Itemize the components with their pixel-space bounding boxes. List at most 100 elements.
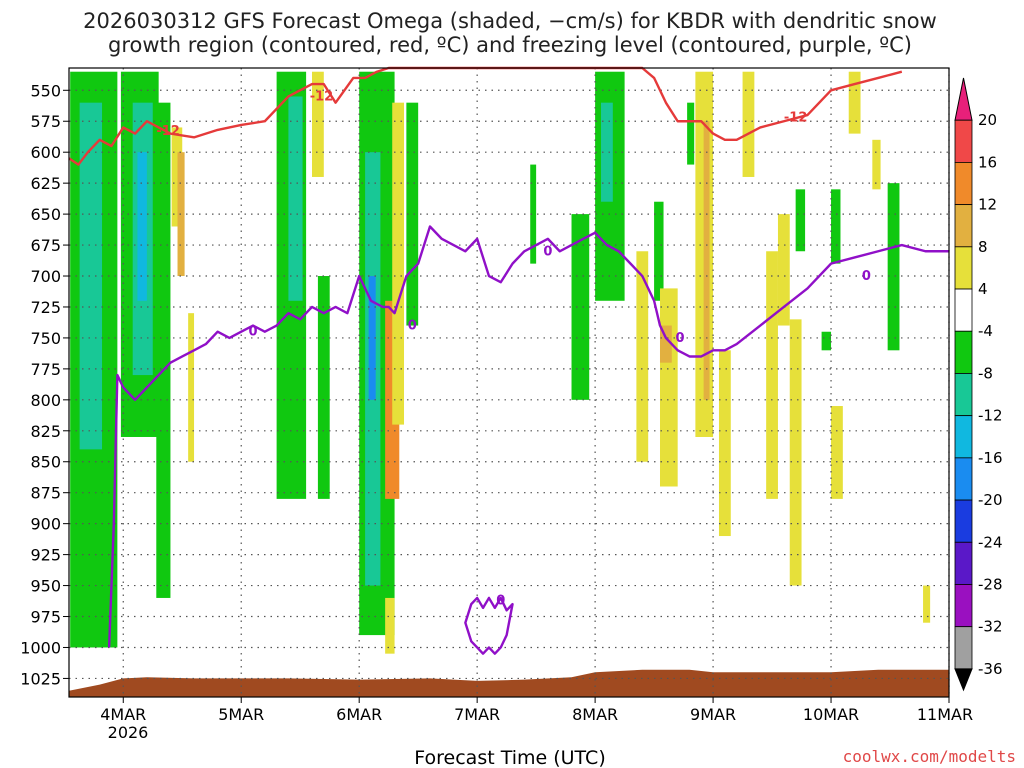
y-tick-label-16: 950 xyxy=(30,577,61,596)
colorbar-swatch-13 xyxy=(954,626,973,670)
colorbar-swatch-1 xyxy=(954,119,973,163)
omega-cell-40 xyxy=(848,71,861,134)
colorbar-label-13: -36 xyxy=(978,660,1003,678)
x-year-label: 2026 xyxy=(108,723,149,742)
colorbar-swatch-12 xyxy=(954,584,973,628)
omega-cell-31 xyxy=(718,350,731,537)
omega-cell-10 xyxy=(288,96,303,301)
contour-label-5: 0 xyxy=(543,244,552,259)
omega-cell-41 xyxy=(872,139,881,190)
omega-cell-6 xyxy=(171,127,183,227)
colorbar-swatch-4 xyxy=(954,246,973,290)
gridlines xyxy=(69,68,950,697)
omega-cell-26 xyxy=(659,288,678,487)
omega-cell-8 xyxy=(188,313,195,462)
contour-label-6: 0 xyxy=(676,331,685,346)
colorbar-label-6: -8 xyxy=(978,364,993,382)
colorbar-label-9: -20 xyxy=(978,491,1003,509)
y-tick-label-3: 625 xyxy=(30,174,61,193)
y-tick-label-13: 875 xyxy=(30,484,61,503)
omega-cell-20 xyxy=(530,164,537,264)
colorbar-label-5: -4 xyxy=(978,322,993,340)
colorbar-swatch-6 xyxy=(954,330,973,374)
colorbar-label-4: 4 xyxy=(978,280,988,298)
y-tick-label-5: 675 xyxy=(30,236,61,255)
colorbar-label-10: -24 xyxy=(978,533,1003,551)
omega-cell-36 xyxy=(795,189,806,252)
y-tick-label-17: 975 xyxy=(30,608,61,627)
omega-cell-19 xyxy=(406,102,419,326)
freezing-level-closed-contour xyxy=(464,596,514,655)
omega-cell-23 xyxy=(601,102,613,202)
omega-cell-42 xyxy=(887,183,900,351)
colorbar-swatch-3 xyxy=(954,204,973,248)
omega-cell-37 xyxy=(821,331,832,351)
colorbar-swatch-7 xyxy=(954,373,973,417)
omega-cell-12 xyxy=(317,276,330,499)
y-tick-label-0: 550 xyxy=(30,81,61,100)
omega-cell-32 xyxy=(742,71,755,177)
colorbar-swatch-8 xyxy=(954,415,973,459)
colorbar-label-0: 20 xyxy=(978,111,997,129)
contour-label-3: 0 xyxy=(248,325,257,340)
y-tick-label-14: 900 xyxy=(30,515,61,534)
omega-cell-43 xyxy=(923,585,931,623)
y-tick-label-1: 575 xyxy=(30,112,61,131)
contour-label-2: -12 xyxy=(784,111,808,126)
contours xyxy=(68,66,949,655)
contour-labels: -12 -12 -12 0 0 0 0 0 0 xyxy=(156,89,871,608)
chart-title-line-2: growth region (contoured, red, ºC) and f… xyxy=(108,33,912,57)
colorbar-label-1: 16 xyxy=(978,153,997,171)
colorbar-label-7: -12 xyxy=(978,407,1003,425)
terrain-fill xyxy=(69,669,949,697)
contour-label-8: 0 xyxy=(496,593,505,608)
contour-label-1: -12 xyxy=(310,89,334,104)
omega-cell-4 xyxy=(137,152,147,301)
x-tick-label-5: 9MAR xyxy=(690,705,736,724)
y-tick-label-19: 1025 xyxy=(20,669,61,688)
colorbar-label-8: -16 xyxy=(978,449,1003,467)
omega-cell-5 xyxy=(156,102,171,598)
y-tick-label-7: 725 xyxy=(30,298,61,317)
omega-cell-1 xyxy=(79,102,103,450)
omega-cell-7 xyxy=(177,152,185,277)
omega-shading xyxy=(70,71,931,654)
colorbar-label-3: 8 xyxy=(978,238,988,256)
y-tick-label-9: 775 xyxy=(30,360,61,379)
omega-cell-11 xyxy=(312,71,324,177)
contour-label-0: -12 xyxy=(156,124,180,139)
y-tick-label-15: 925 xyxy=(30,546,61,565)
colorbar-top-arrow xyxy=(954,77,973,121)
contour-label-7: 0 xyxy=(862,269,871,284)
colorbar-label-12: -32 xyxy=(978,618,1003,636)
x-tick-label-4: 8MAR xyxy=(572,705,618,724)
colorbar-label-11: -28 xyxy=(978,575,1003,593)
y-tick-label-6: 700 xyxy=(30,267,61,286)
omega-cell-21 xyxy=(571,214,590,400)
y-axis-ticks: 550 575 600 625 650 675 700 725 750 775 800 825 850 8… xyxy=(20,81,69,688)
omega-cell-17 xyxy=(392,102,405,425)
y-tick-label-18: 1000 xyxy=(20,638,61,657)
omega-cell-27 xyxy=(659,325,672,363)
y-tick-label-12: 850 xyxy=(30,453,61,472)
colorbar-swatch-2 xyxy=(954,162,973,206)
colorbar-swatch-9 xyxy=(954,457,973,501)
colorbar-swatch-11 xyxy=(954,541,973,585)
y-tick-label-11: 825 xyxy=(30,422,61,441)
terrain-area xyxy=(69,669,949,697)
colorbar-swatch-5 xyxy=(954,288,973,332)
omega-cell-18 xyxy=(385,597,395,654)
omega-cell-39 xyxy=(831,406,843,499)
colorbar: 20 16 12 8 4 -4 -8 -12 -16 -20 -24 -28 -32 -36 xyxy=(954,77,1003,692)
x-axis-ticks: 4MAR 5MAR 6MAR 7MAR 8MAR 9MAR 10MAR 11MAR xyxy=(100,697,973,724)
freezing-level-contour xyxy=(107,225,949,648)
y-tick-label-8: 750 xyxy=(30,329,61,348)
x-tick-label-2: 6MAR xyxy=(336,705,382,724)
credit-label: coolwx.com/modelts xyxy=(843,747,1016,766)
omega-cell-30 xyxy=(703,121,710,400)
x-tick-label-6: 10MAR xyxy=(803,705,859,724)
x-tick-label-0: 4MAR xyxy=(100,705,146,724)
omega-cell-35 xyxy=(789,319,802,586)
omega-cell-38 xyxy=(831,189,841,264)
